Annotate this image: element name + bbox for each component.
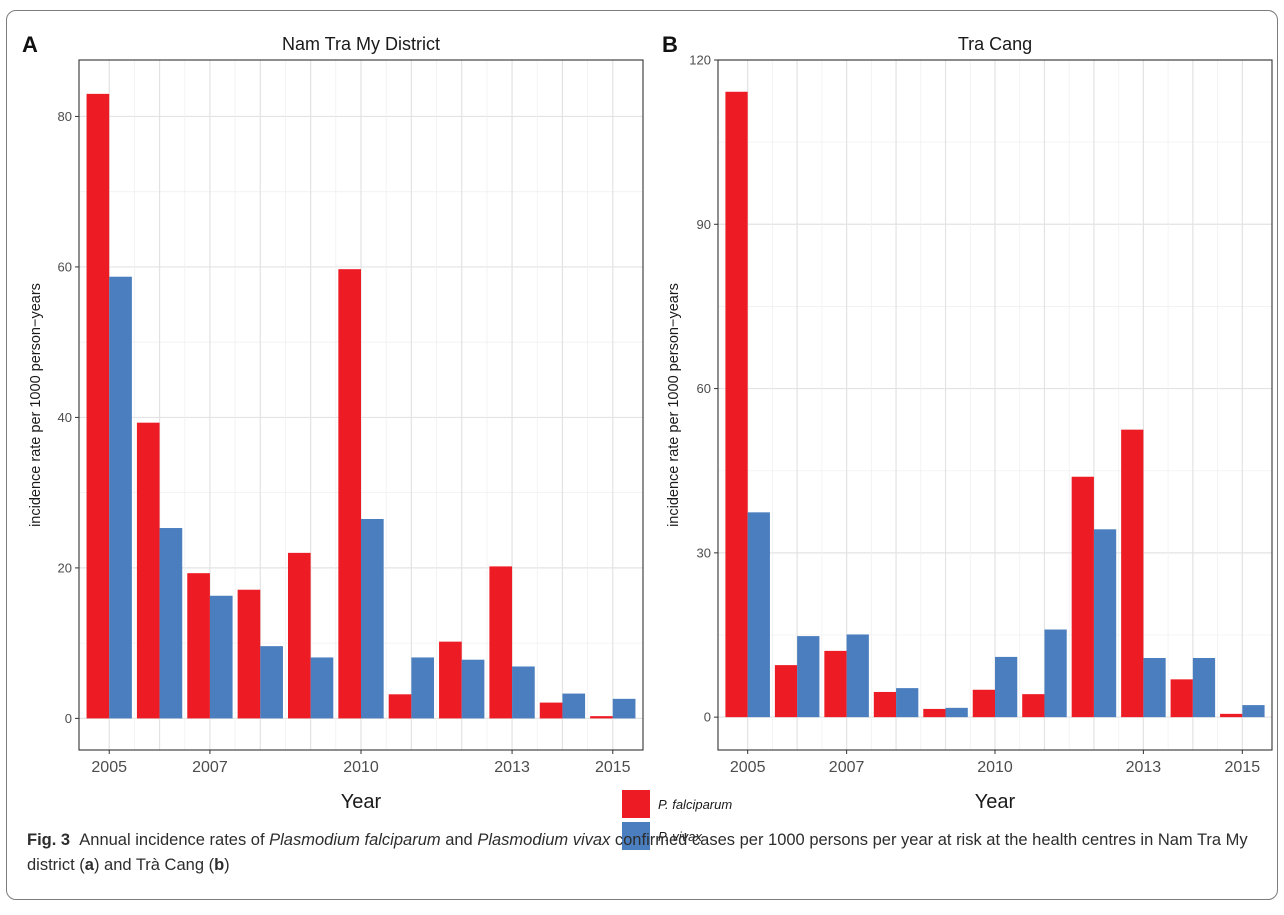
panel-1-x-tick-label: 2007 <box>829 759 865 776</box>
panel-1-y-tick-label: 30 <box>697 545 711 560</box>
panel-0-bar-falciparum-2009 <box>287 552 311 719</box>
panel-0-bar-falciparum-2008 <box>237 589 261 719</box>
panel-0-bar-falciparum-2013 <box>489 566 513 719</box>
panel-1-bar-falciparum-2008 <box>873 691 897 718</box>
panel-1-bar-falciparum-2014 <box>1170 679 1193 718</box>
panel-1-bar-vivax-2012 <box>1093 529 1117 718</box>
panel-1-x-tick-label: 2010 <box>977 759 1013 776</box>
panel-1-bar-vivax-2010 <box>995 656 1018 718</box>
panel-1-title: Tra Cang <box>958 34 1032 54</box>
panel-1-bar-falciparum-2015 <box>1220 713 1243 718</box>
panel-1-y-tick-label: 90 <box>697 217 711 232</box>
panel-1-bar-vivax-2009 <box>945 707 968 718</box>
caption-part-2: and <box>440 831 478 849</box>
legend-label-0: P. falciparum <box>658 797 732 812</box>
legend-label-1: P. vivax <box>658 829 702 844</box>
panel-0-bar-vivax-2015 <box>612 698 636 719</box>
panel-0-x-axis-label: Year <box>341 791 382 813</box>
panel-1-bar-vivax-2014 <box>1192 658 1216 718</box>
panel-0-bar-vivax-2006 <box>159 528 183 719</box>
panel-1-bar-vivax-2015 <box>1242 705 1265 718</box>
panel-1-y-axis-label: incidence rate per 1000 person−years <box>666 283 682 527</box>
panel-1-y-tick-label: 0 <box>704 710 711 725</box>
panel-0-bar-vivax-2011 <box>411 657 435 719</box>
panel-1-bar-falciparum-2013 <box>1121 429 1144 718</box>
panel-0-title: Nam Tra My District <box>282 34 440 54</box>
panel-0-panel-label: A <box>22 32 38 57</box>
caption-part-5: a <box>84 856 94 874</box>
panel-1-x-tick-label: 2005 <box>730 759 766 776</box>
panel-1-bar-falciparum-2006 <box>774 665 798 718</box>
caption-text: Annual incidence rates of Plasmodium fal… <box>27 831 1248 874</box>
panel-0-y-tick-label: 80 <box>58 109 72 124</box>
legend-swatch-0 <box>622 790 650 818</box>
panel-0-bar-falciparum-2011 <box>388 694 412 719</box>
panel-0-bar-vivax-2008 <box>260 646 283 719</box>
panel-0-y-axis-label: incidence rate per 1000 person−years <box>28 283 44 527</box>
panel-0-bar-vivax-2005 <box>109 276 132 719</box>
panel-0-bar-vivax-2010 <box>361 518 384 719</box>
panel-1-x-axis-label: Year <box>975 791 1016 813</box>
caption-part-7: b <box>214 856 225 874</box>
caption-part-6: ) and Trà Cang ( <box>93 856 215 874</box>
panel-0-y-tick-label: 20 <box>58 560 72 575</box>
panel-1-bar-falciparum-2009 <box>923 708 946 718</box>
figure-frame <box>6 10 1278 900</box>
panel-1-bar-falciparum-2011 <box>1022 694 1045 718</box>
caption-part-1: Plasmodium falciparum <box>269 831 441 849</box>
panel-0-y-tick-label: 40 <box>58 410 72 425</box>
figure-caption: Fig. 3 Annual incidence rates of Plasmod… <box>27 828 1267 878</box>
panel-0-bar-vivax-2013 <box>512 666 535 719</box>
panel-0-x-tick-label: 2015 <box>595 759 631 776</box>
panel-0-bar-vivax-2012 <box>461 659 485 719</box>
panel-1-bar-falciparum-2012 <box>1071 476 1094 718</box>
panel-0-x-tick-label: 2007 <box>192 759 228 776</box>
panel-0-x-tick-label: 2010 <box>343 759 379 776</box>
panel-0-x-tick-label: 2013 <box>494 759 530 776</box>
panel-1-bar-falciparum-2005 <box>725 91 748 718</box>
panel-0-bar-falciparum-2010 <box>338 269 361 719</box>
panel-1-bar-vivax-2005 <box>747 512 770 718</box>
panel-1-bar-vivax-2013 <box>1143 658 1166 718</box>
panel-1-x-tick-label: 2013 <box>1126 759 1162 776</box>
caption-part-3: Plasmodium vivax <box>477 831 611 849</box>
panel-0-x-tick-label: 2005 <box>91 759 127 776</box>
caption-label: Fig. 3 <box>27 831 71 849</box>
panel-1-bar-vivax-2006 <box>797 636 820 718</box>
panel-1-y-tick-label: 120 <box>689 53 711 68</box>
panel-0-bar-falciparum-2012 <box>439 641 462 719</box>
caption-part-8: ) <box>224 856 230 874</box>
panel-1-x-tick-label: 2015 <box>1225 759 1261 776</box>
panel-1-panel-label: B <box>662 32 678 57</box>
panel-0-bar-vivax-2014 <box>562 693 586 719</box>
panel-1-bar-falciparum-2010 <box>972 689 995 718</box>
legend-swatch-1 <box>622 822 650 850</box>
caption-part-0: Annual incidence rates of <box>79 831 270 849</box>
panel-1-y-tick-label: 60 <box>697 381 711 396</box>
panel-1-bar-vivax-2011 <box>1044 629 1067 718</box>
panel-0-bar-falciparum-2015 <box>590 716 613 719</box>
panel-0-bar-falciparum-2006 <box>136 422 160 719</box>
caption-part-4: confirmed cases per 1000 persons per yea… <box>27 831 1248 874</box>
panel-1-bar-vivax-2008 <box>896 688 919 718</box>
panel-0-y-tick-label: 60 <box>58 259 72 274</box>
panel-0-bar-vivax-2007 <box>209 595 233 719</box>
panel-1-bar-vivax-2007 <box>846 634 869 718</box>
panel-0-bar-falciparum-2007 <box>187 573 210 719</box>
panel-1-bar-falciparum-2007 <box>824 650 847 718</box>
panel-0-y-tick-label: 0 <box>65 711 72 726</box>
panel-0-bar-falciparum-2014 <box>539 702 563 719</box>
panel-0-bar-falciparum-2005 <box>86 93 110 719</box>
panel-0-bar-vivax-2009 <box>310 657 334 719</box>
